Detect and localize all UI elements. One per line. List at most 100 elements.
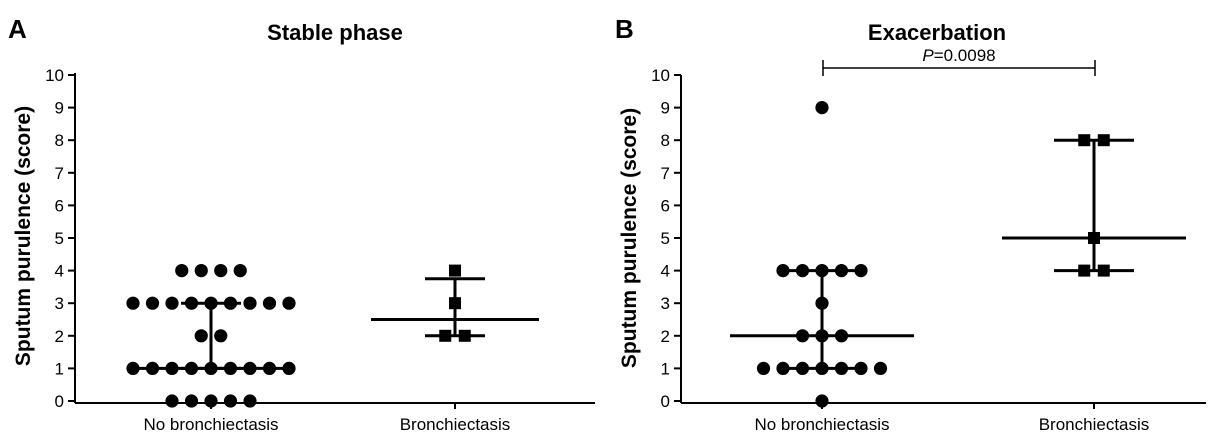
panel-a-data-point (243, 361, 257, 375)
panel-b-data-point (815, 329, 829, 343)
panel-b-y-tick-label: 3 (661, 294, 670, 313)
panel-b-y-tick-label: 0 (661, 392, 670, 411)
panel-a-x-ticks: No bronchiectasis Bronchiectasis (143, 402, 510, 434)
panel-a-y-tick-label: 0 (55, 392, 64, 411)
panel-b-data-point (1088, 232, 1100, 244)
panel-b-data-point (795, 264, 810, 278)
panel-a-marks (126, 264, 539, 408)
panel-a-y-tick-label: 9 (55, 99, 64, 118)
panel-a-data-point (282, 361, 296, 375)
panel-b-data-point (1097, 134, 1110, 147)
panel-a-letter: A (8, 14, 27, 44)
panel-b-data-point (873, 361, 888, 375)
panel-a-data-point (223, 394, 238, 408)
panel-b-data-point (795, 329, 810, 343)
panel-b: B Exacerbation Sputum purulence (score) … (615, 14, 1206, 434)
panel-a-x-tick-label: No bronchiectasis (143, 415, 278, 434)
panel-a-y-tick-label: 8 (55, 131, 64, 150)
panel-b-y-tick-label: 2 (661, 327, 670, 346)
panel-a-data-point (282, 296, 296, 310)
panel-b-data-point (815, 101, 829, 115)
panel-b-y-ticks: 0 1 2 3 4 5 6 7 8 9 10 (651, 66, 681, 411)
panel-b-data-point (815, 296, 829, 310)
panel-b-y-tick-label: 4 (661, 262, 670, 281)
panel-a-data-point (126, 296, 140, 310)
panel-a-y-tick-label: 3 (55, 294, 64, 313)
panel-b-y-tick-label: 8 (661, 131, 670, 150)
panel-b-data-point (1078, 134, 1091, 147)
panel-b-y-tick-label: 5 (661, 229, 670, 248)
panel-a-data-point (214, 264, 228, 278)
panel-b-data-point (1078, 264, 1091, 277)
panel-b-data-point (756, 361, 771, 375)
panel-a-data-point (204, 361, 218, 375)
panel-b-data-point (1097, 264, 1110, 277)
panel-b-y-axis-label: Sputum purulence (score) (618, 108, 641, 368)
panel-a-data-point (165, 361, 179, 375)
panel-b-data-point (815, 394, 829, 408)
panel-a-data-point (204, 296, 218, 310)
panel-a-data-point (223, 296, 238, 310)
panel-a-data-point (233, 264, 247, 278)
panel-a-y-tick-label: 4 (55, 262, 64, 281)
panel-a-y-axis-label: Sputum purulence (score) (12, 106, 35, 366)
panel-a-y-tick-label: 5 (55, 229, 64, 248)
panel-b-data-point (834, 329, 849, 343)
panel-b-data-point (854, 264, 868, 278)
panel-a-data-point (449, 297, 461, 310)
panel-a-data-point (145, 361, 160, 375)
panel-a: A Stable phase Sputum purulence (score) … (8, 14, 595, 434)
panel-a-data-point (243, 394, 257, 408)
panel-b-data-point (815, 264, 829, 278)
panel-a-data-point (449, 264, 461, 277)
panel-b-data-point (854, 361, 868, 375)
panel-b-x-ticks: No bronchiectasis Bronchiectasis (754, 402, 1149, 434)
panel-a-data-point (145, 296, 160, 310)
panel-a-data-point (126, 361, 140, 375)
panel-a-y-ticks: 0 1 2 3 4 5 6 7 8 9 10 (45, 66, 75, 411)
panel-a-data-point (194, 264, 208, 278)
panel-b-data-point (776, 361, 790, 375)
panel-a-data-point (214, 329, 228, 343)
panel-b-y-tick-label: 9 (661, 99, 670, 118)
panel-a-x-tick-label: Bronchiectasis (400, 415, 511, 434)
panel-a-data-point (243, 296, 257, 310)
significance-bracket: P=0.0098 (822, 46, 1096, 76)
panel-a-data-point (458, 329, 471, 342)
panel-b-data-point (834, 361, 849, 375)
panel-b-data-point (795, 361, 810, 375)
panel-a-data-point (194, 329, 208, 343)
panel-a-data-point (184, 361, 199, 375)
panel-b-marks (730, 101, 1186, 408)
panel-a-data-point (204, 394, 218, 408)
panel-b-data-point (815, 361, 829, 375)
panel-a-data-point (262, 296, 277, 310)
panel-a-data-point (262, 361, 277, 375)
panel-a-data-point (165, 394, 179, 408)
p-value: =0.0098 (934, 46, 996, 65)
panel-b-x-tick-label: No bronchiectasis (754, 415, 889, 434)
panel-a-y-tick-label: 2 (55, 327, 64, 346)
panel-a-y-tick-label: 6 (55, 196, 64, 215)
panel-a-data-point (439, 329, 452, 342)
panel-b-data-point (776, 264, 790, 278)
panel-a-data-point (165, 296, 179, 310)
panel-b-y-tick-label: 6 (661, 196, 670, 215)
panel-a-data-point (184, 296, 199, 310)
panel-a-y-tick-label: 1 (55, 359, 64, 378)
panel-b-title: Exacerbation (868, 20, 1006, 45)
panel-a-data-point (223, 361, 238, 375)
p-value-label: P=0.0098 (922, 46, 995, 65)
panel-a-y-tick-label: 7 (55, 164, 64, 183)
panel-b-y-tick-label: 1 (661, 359, 670, 378)
panel-b-y-tick-label: 10 (651, 66, 670, 85)
panel-a-data-point (184, 394, 199, 408)
panel-b-data-point (834, 264, 849, 278)
panel-b-y-tick-label: 7 (661, 164, 670, 183)
panel-b-letter: B (615, 14, 634, 44)
p-symbol: P (922, 46, 934, 65)
panel-a-title: Stable phase (267, 20, 403, 45)
panel-a-y-tick-label: 10 (45, 66, 64, 85)
panel-b-x-tick-label: Bronchiectasis (1039, 415, 1150, 434)
